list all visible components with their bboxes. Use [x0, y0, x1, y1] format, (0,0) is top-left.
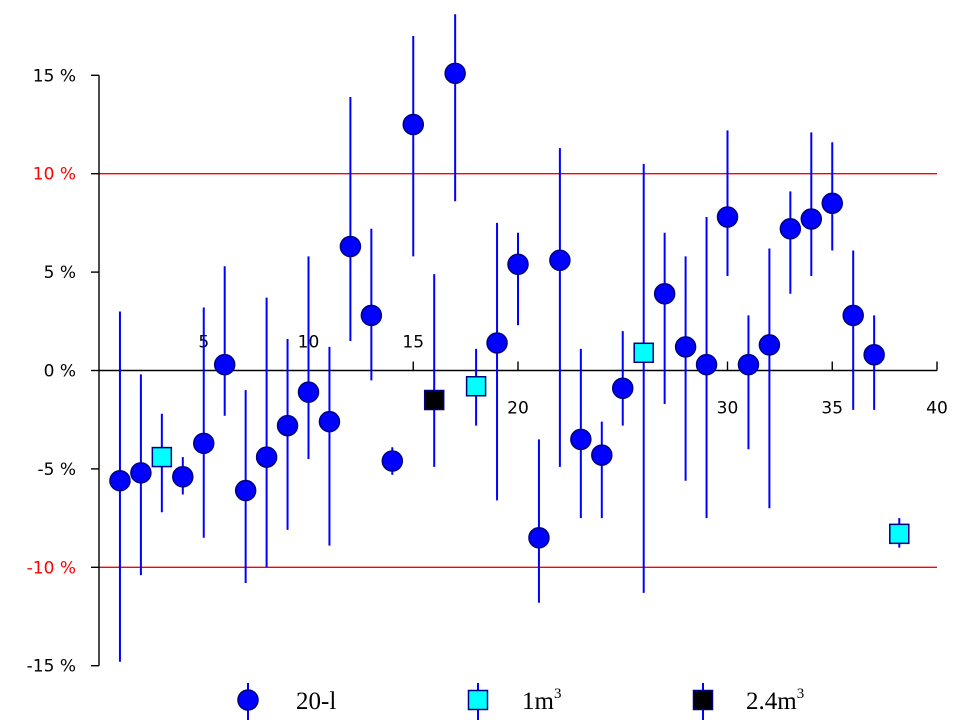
data-point	[234, 479, 257, 502]
data-point	[695, 353, 718, 376]
legend-marker	[467, 689, 489, 711]
data-point	[339, 235, 362, 258]
data-point	[381, 450, 404, 472]
y-tick-label: -5 %	[37, 460, 76, 480]
data-point	[130, 462, 152, 484]
data-point	[889, 523, 910, 545]
reference-lines	[99, 172, 937, 568]
data-point	[591, 444, 613, 466]
data-point	[653, 282, 676, 305]
x-tick-label: 30	[717, 399, 739, 419]
legend-label-superscript: 3	[797, 686, 805, 702]
y-tick-label: 5 %	[44, 263, 76, 283]
legend-marker	[692, 689, 714, 711]
data-point	[674, 336, 697, 358]
x-tick-label: 40	[926, 399, 948, 419]
data-point	[423, 389, 445, 411]
error-bars	[118, 14, 901, 662]
legend-label-superscript: 3	[554, 686, 562, 702]
data-point	[109, 469, 131, 492]
legend-label: 2.4m3	[746, 686, 804, 715]
data-point	[444, 62, 466, 85]
x-tick-label: 15	[402, 333, 424, 353]
legend: 20-l 1m3 2.4m3	[237, 683, 804, 720]
data-point	[507, 253, 529, 275]
data-point	[318, 410, 341, 433]
y-tick-label: 0 %	[44, 362, 76, 382]
data-point	[276, 414, 299, 437]
data-point	[758, 334, 781, 356]
data-point	[779, 218, 802, 240]
data-point	[151, 446, 173, 468]
data-point	[549, 249, 571, 272]
y-tick-label: 15 %	[33, 66, 76, 86]
data-point	[360, 304, 383, 327]
data-point	[863, 344, 885, 366]
tick-labels: 15 %10 %5 %0 %-5 %-10 %-15 %510152030354…	[27, 66, 948, 676]
x-tick-label: 35	[821, 399, 843, 419]
legend-marker	[237, 689, 259, 711]
data-point	[612, 377, 634, 399]
data-point	[842, 304, 864, 327]
data-point	[172, 466, 194, 488]
y-tick-label: -15 %	[27, 657, 76, 677]
data-points	[109, 62, 910, 549]
y-tick-label: 10 %	[33, 165, 76, 185]
data-point	[716, 206, 739, 228]
data-point	[193, 432, 215, 455]
data-point	[737, 353, 760, 376]
data-point	[255, 446, 278, 468]
legend-label: 1m3	[522, 686, 561, 715]
data-point	[465, 375, 487, 397]
data-point	[800, 208, 823, 230]
data-point	[821, 192, 843, 214]
data-point	[570, 428, 592, 451]
legend-label: 20-l	[296, 688, 336, 715]
data-point	[486, 332, 508, 354]
data-point	[213, 353, 236, 376]
data-point	[633, 342, 654, 364]
y-tick-label: -10 %	[27, 558, 76, 578]
data-point	[297, 381, 320, 403]
data-point	[528, 527, 550, 549]
data-point	[402, 113, 424, 136]
x-tick-label: 20	[507, 399, 529, 419]
